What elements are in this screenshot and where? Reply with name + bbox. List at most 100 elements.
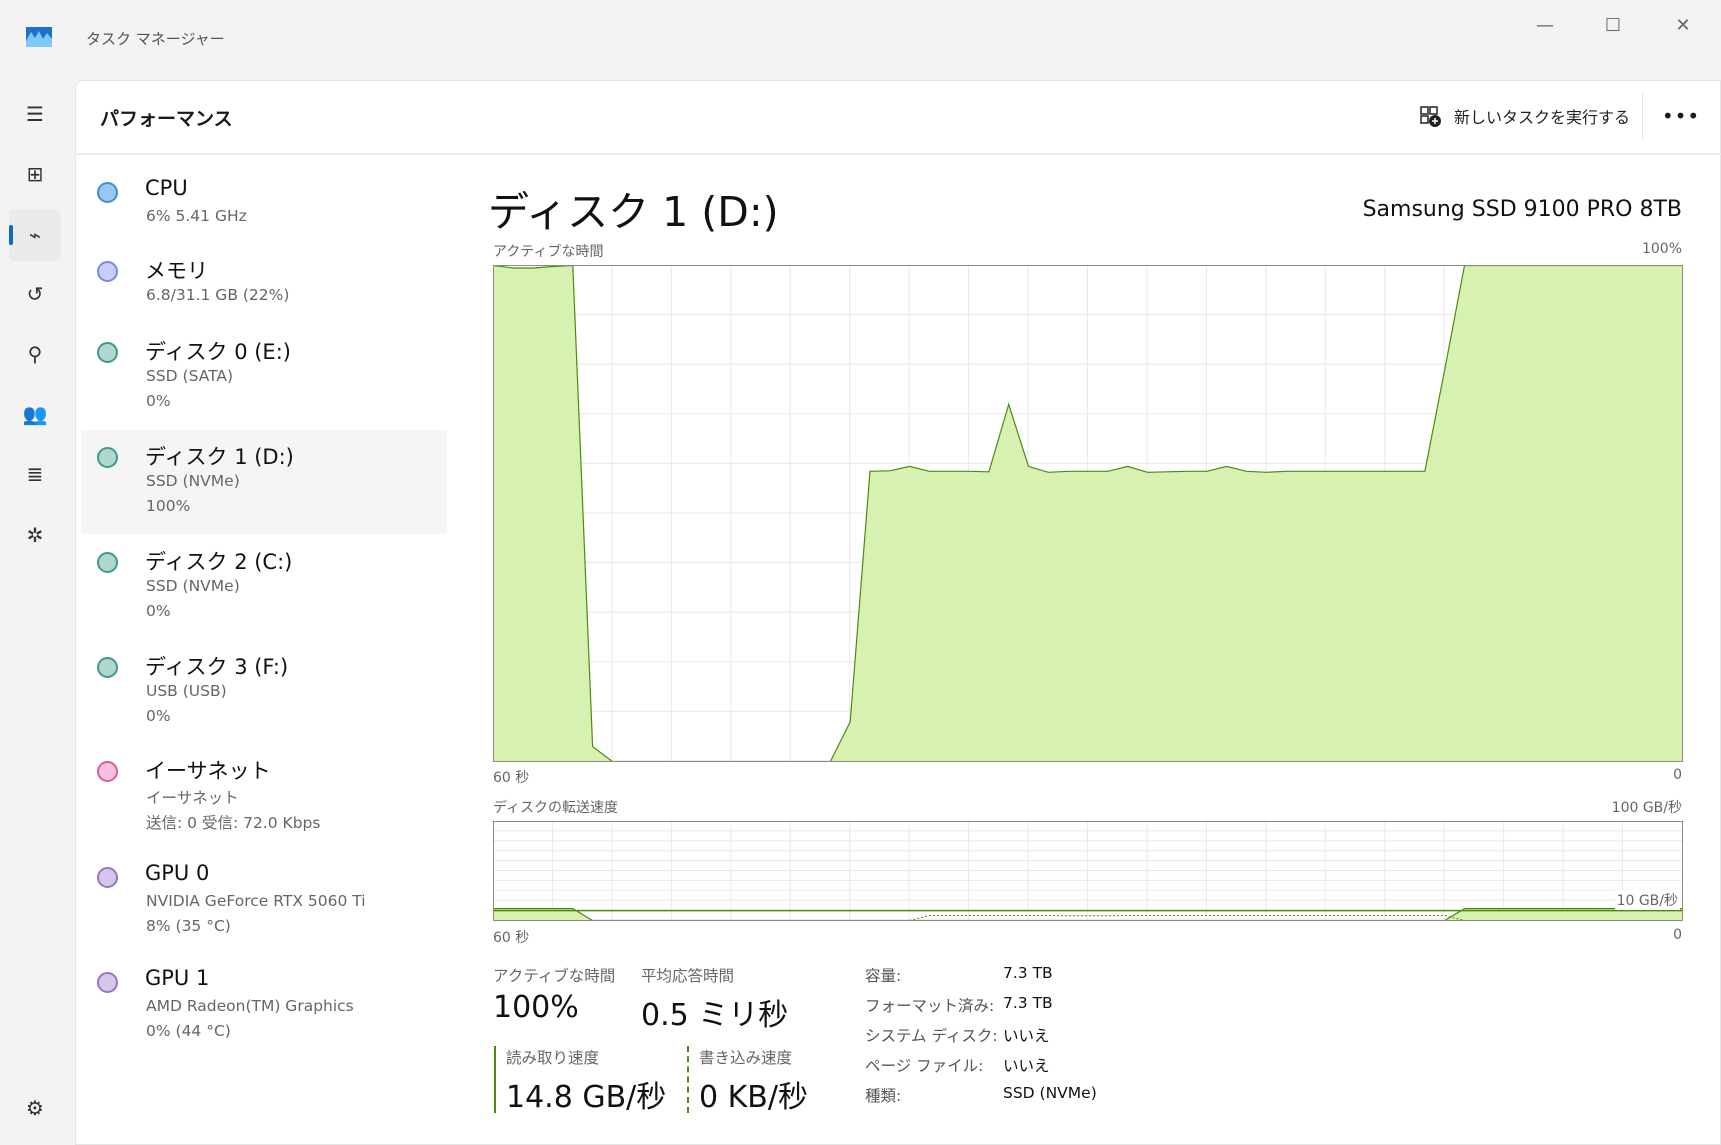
- startup-apps-nav-button[interactable]: ⚲: [9, 328, 61, 380]
- series-area: [493, 908, 1683, 921]
- write-speed-marker: [687, 1046, 689, 1113]
- performance-icon: ⌁: [28, 223, 42, 247]
- header-divider: [75, 153, 1721, 155]
- property-label: 種類:: [865, 1087, 902, 1105]
- users-icon: 👥: [22, 402, 48, 426]
- device-item[interactable]: ディスク 1 (D:) SSD (NVMe) 100%: [81, 430, 447, 534]
- chart-border: [493, 265, 1683, 762]
- new-task-icon: [1420, 106, 1441, 127]
- property-value: いいえ: [1003, 1057, 1050, 1075]
- device-detail: イーサネット: [146, 789, 239, 807]
- property-value: SSD (NVMe): [1003, 1084, 1097, 1102]
- device-title: CPU: [145, 176, 188, 200]
- read-speed-value: 14.8 GB/秒: [506, 1080, 667, 1115]
- device-item[interactable]: GPU 1 AMD Radeon(TM) Graphics 0% (44 °C): [81, 955, 447, 1059]
- services-nav-button[interactable]: ✲: [9, 509, 61, 561]
- task-manager-logo-icon: [26, 27, 52, 47]
- app-history-icon: ↺: [26, 282, 44, 306]
- device-title: ディスク 0 (E:): [145, 340, 291, 364]
- window-title: タスク マネージャー: [86, 30, 225, 48]
- transfer-rate-chart: [493, 821, 1683, 921]
- device-title: ディスク 3 (F:): [145, 655, 289, 679]
- settings-gear-icon: ⚙: [26, 1096, 44, 1120]
- active-time-chart-title: アクティブな時間: [493, 244, 604, 260]
- processes-nav-button[interactable]: ⊞: [9, 148, 61, 200]
- property-value: 7.3 TB: [1003, 964, 1053, 982]
- close-button[interactable]: ✕: [1675, 14, 1691, 36]
- device-color-dot-icon: [97, 972, 118, 993]
- settings-button[interactable]: ⚙: [9, 1082, 61, 1134]
- device-item[interactable]: ディスク 2 (C:) SSD (NVMe) 0%: [81, 535, 447, 639]
- active-time-label: アクティブな時間: [493, 967, 616, 985]
- device-color-dot-icon: [97, 182, 118, 203]
- device-detail: NVIDIA GeForce RTX 5060 Ti: [146, 892, 366, 910]
- app-history-nav-button[interactable]: ↺: [9, 268, 61, 320]
- active-time-chart: [493, 265, 1683, 762]
- minimize-button[interactable]: —: [1536, 14, 1554, 36]
- details-icon: ≣: [26, 462, 44, 486]
- users-nav-button[interactable]: 👥: [9, 388, 61, 440]
- disk-title: ディスク 1 (D:): [488, 188, 779, 236]
- device-color-dot-icon: [97, 552, 118, 573]
- menu-icon: ☰: [26, 102, 44, 126]
- page-title: パフォーマンス: [100, 108, 233, 130]
- property-label: 容量:: [865, 967, 902, 985]
- device-detail: 0%: [146, 392, 171, 410]
- device-color-dot-icon: [97, 261, 118, 282]
- device-detail: SSD (NVMe): [146, 472, 240, 490]
- device-detail: 100%: [146, 497, 191, 515]
- response-time-label: 平均応答時間: [641, 967, 735, 985]
- active-time-chart-max: 100%: [1641, 241, 1682, 257]
- device-title: GPU 1: [145, 966, 210, 990]
- active-time-value: 100%: [493, 990, 579, 1025]
- device-detail: 0%: [146, 602, 171, 620]
- services-icon: ✲: [26, 523, 44, 547]
- read-speed-label: 読み取り速度: [506, 1049, 600, 1067]
- device-title: GPU 0: [145, 861, 210, 885]
- device-detail: AMD Radeon(TM) Graphics: [146, 997, 354, 1015]
- chart-border: [493, 821, 1683, 921]
- device-item[interactable]: イーサネット イーサネット 送信: 0 受信: 72.0 Kbps: [81, 744, 447, 848]
- response-time-value: 0.5 ミリ秒: [641, 998, 789, 1033]
- property-value: 7.3 TB: [1003, 994, 1053, 1012]
- device-color-dot-icon: [97, 447, 118, 468]
- transfer-x-right: 0: [1673, 927, 1682, 943]
- property-label: システム ディスク:: [865, 1027, 998, 1045]
- property-label: フォーマット済み:: [865, 997, 995, 1015]
- device-item[interactable]: メモリ 6.8/31.1 GB (22%): [81, 244, 447, 348]
- details-nav-button[interactable]: ≣: [9, 448, 61, 500]
- write-speed-label: 書き込み速度: [699, 1049, 793, 1067]
- processes-icon: ⊞: [26, 162, 44, 186]
- performance-nav-button[interactable]: ⌁: [9, 209, 61, 261]
- device-detail: 6.8/31.1 GB (22%): [146, 286, 290, 304]
- device-detail: 8% (35 °C): [146, 917, 231, 935]
- run-new-task-label: 新しいタスクを実行する: [1454, 108, 1631, 127]
- device-detail: 0% (44 °C): [146, 1022, 231, 1040]
- device-item[interactable]: ディスク 3 (F:) USB (USB) 0%: [81, 640, 447, 744]
- active-time-x-right: 0: [1673, 767, 1682, 783]
- device-title: ディスク 1 (D:): [145, 445, 294, 469]
- device-detail: 6% 5.41 GHz: [146, 207, 247, 225]
- header-separator: [1642, 92, 1643, 140]
- device-item[interactable]: CPU 6% 5.41 GHz: [81, 165, 447, 269]
- more-options-button[interactable]: •••: [1661, 104, 1701, 128]
- transfer-x-left: 60 秒: [493, 930, 530, 946]
- transfer-ref-label: 10 GB/秒: [1614, 890, 1680, 910]
- device-color-dot-icon: [97, 657, 118, 678]
- device-detail: SSD (NVMe): [146, 577, 240, 595]
- menu-nav-button[interactable]: ☰: [9, 88, 61, 140]
- device-detail: 送信: 0 受信: 72.0 Kbps: [146, 814, 321, 832]
- run-new-task-button[interactable]: 新しいタスクを実行する: [1418, 100, 1630, 132]
- device-item[interactable]: GPU 0 NVIDIA GeForce RTX 5060 Ti 8% (35 °C…: [81, 850, 447, 954]
- series-area: [493, 265, 1683, 762]
- startup-apps-icon: ⚲: [27, 342, 43, 366]
- device-detail: 0%: [146, 707, 171, 725]
- device-color-dot-icon: [97, 867, 118, 888]
- device-title: メモリ: [145, 259, 208, 283]
- maximize-button[interactable]: ☐: [1604, 14, 1622, 36]
- write-speed-value: 0 KB/秒: [699, 1080, 808, 1115]
- device-title: イーサネット: [145, 759, 271, 783]
- device-item[interactable]: ディスク 0 (E:) SSD (SATA) 0%: [81, 325, 447, 429]
- read-speed-marker: [494, 1046, 496, 1113]
- active-time-x-left: 60 秒: [493, 770, 530, 786]
